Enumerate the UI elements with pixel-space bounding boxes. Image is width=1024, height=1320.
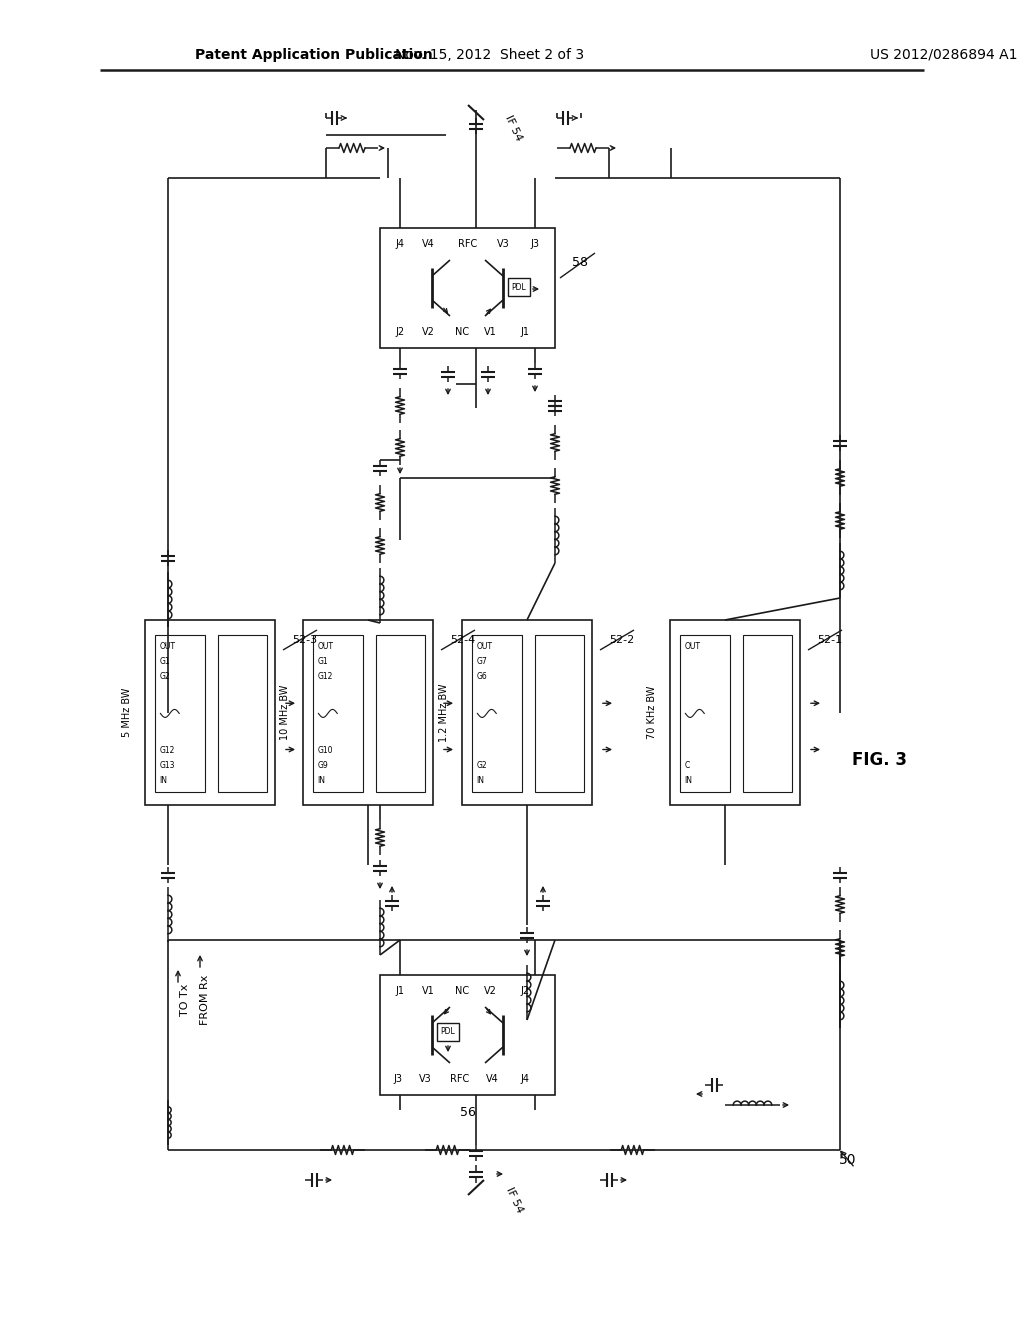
Text: IN: IN [317,776,326,784]
Text: J3: J3 [530,239,540,249]
Text: IN: IN [684,776,692,784]
Bar [472,635,522,792]
Text: V4: V4 [485,1074,499,1084]
Text: G1: G1 [317,657,328,667]
Text: NC: NC [455,986,469,997]
Bar [380,975,555,1096]
Text: 52-1: 52-1 [817,635,843,645]
Text: OUT: OUT [684,643,700,651]
Bar [670,620,800,805]
Text: G12: G12 [317,672,333,681]
Bar [437,1023,459,1041]
Text: G2: G2 [160,672,170,681]
Text: G10: G10 [317,746,333,755]
Text: PDL: PDL [512,284,526,293]
Text: J1: J1 [395,986,404,997]
Text: PDL: PDL [440,1027,456,1036]
Text: IF 54: IF 54 [503,114,523,143]
Text: G9: G9 [317,760,328,770]
Text: J1: J1 [520,327,529,337]
Text: G12: G12 [160,746,175,755]
Text: G13: G13 [160,760,175,770]
Text: RFC: RFC [459,239,477,249]
Text: IN: IN [160,776,167,784]
Text: NC: NC [455,327,469,337]
Text: RFC: RFC [451,1074,470,1084]
Text: OUT: OUT [160,643,175,651]
Bar [680,635,730,792]
Text: J4: J4 [395,239,404,249]
Text: J4: J4 [520,1074,529,1084]
Bar [145,620,275,805]
Text: V1: V1 [422,986,434,997]
Text: G6: G6 [476,672,487,681]
Text: 58: 58 [572,256,588,269]
Bar [462,620,592,805]
Text: Patent Application Publication: Patent Application Publication [195,48,433,62]
Bar [535,635,585,792]
Bar [313,635,362,792]
Text: OUT: OUT [317,643,334,651]
Text: 52-4: 52-4 [451,635,475,645]
Text: G7: G7 [476,657,487,667]
Bar [303,620,433,805]
Bar [380,228,555,348]
Text: 70 KHz BW: 70 KHz BW [647,686,657,739]
Text: TO Tx: TO Tx [180,983,190,1016]
Text: J2: J2 [395,327,404,337]
Bar [156,635,205,792]
Text: 56: 56 [460,1106,475,1119]
Text: C: C [684,760,689,770]
Text: OUT: OUT [476,643,493,651]
Text: V1: V1 [483,327,497,337]
Text: 50: 50 [840,1152,857,1167]
Bar [218,635,267,792]
Text: V3: V3 [419,1074,431,1084]
Text: V3: V3 [497,239,509,249]
Text: V4: V4 [422,239,434,249]
Text: IN: IN [476,776,484,784]
Text: J3: J3 [393,1074,402,1084]
Text: G2: G2 [476,760,487,770]
Text: V2: V2 [483,986,497,997]
Text: 52-3: 52-3 [293,635,317,645]
Text: 1.2 MHz BW: 1.2 MHz BW [439,684,449,742]
Bar [742,635,793,792]
Text: V2: V2 [422,327,434,337]
Bar [508,279,530,296]
Bar [376,635,425,792]
Text: J2: J2 [520,986,529,997]
Text: 5 MHz BW: 5 MHz BW [122,688,132,737]
Text: FIG. 3: FIG. 3 [853,751,907,770]
Text: 52-2: 52-2 [609,635,635,645]
Text: FROM Rx: FROM Rx [200,974,210,1026]
Text: G1: G1 [160,657,170,667]
Text: IF 54: IF 54 [504,1185,524,1214]
Text: 10 MHz BW: 10 MHz BW [280,685,290,741]
Text: Nov. 15, 2012  Sheet 2 of 3: Nov. 15, 2012 Sheet 2 of 3 [395,48,585,62]
Text: US 2012/0286894 A1: US 2012/0286894 A1 [870,48,1018,62]
